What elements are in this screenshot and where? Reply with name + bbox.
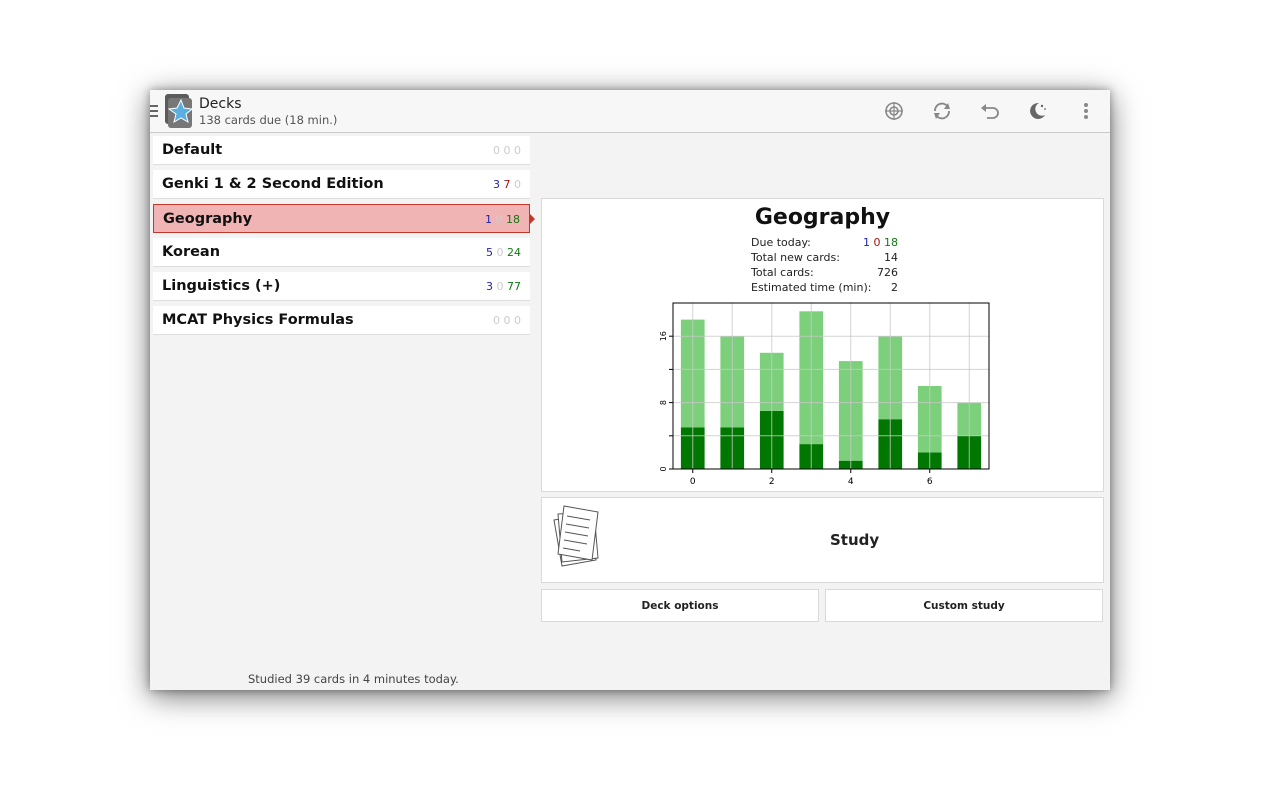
due-review-count: 18	[884, 236, 898, 249]
new-count: 5	[486, 246, 493, 259]
due-today-row: Due today: 1 0 18	[751, 236, 898, 251]
deck-stats: Due today: 1 0 18 Total new cards: 14 To…	[751, 236, 898, 296]
deck-row[interactable]: Geography 1 0 18	[153, 204, 535, 233]
custom-study-button[interactable]: Custom study	[825, 589, 1103, 622]
deck-overview-panel: Geography Due today: 1 0 18 Total new ca…	[541, 198, 1104, 492]
deck-list: Default 0 0 0 Genki 1 & 2 Second Edition 3 …	[153, 136, 535, 340]
deck-counts: 0 0 0	[493, 144, 521, 157]
new-count: 3	[493, 178, 500, 191]
review-count: 77	[507, 280, 521, 293]
chart-frame	[672, 302, 990, 470]
review-count: 18	[506, 213, 520, 226]
deck-counts: 3 7 0	[493, 178, 521, 191]
chart-x-tick-label: 2	[769, 477, 775, 487]
deck-counts: 5 0 24	[486, 246, 521, 259]
deck-row[interactable]: Default 0 0 0	[153, 136, 530, 165]
chart-x-tick-label: 6	[927, 477, 933, 487]
navigation-drawer-icon[interactable]	[150, 105, 158, 117]
new-count: 1	[485, 213, 492, 226]
deck-counts: 1 0 18	[485, 213, 520, 226]
night-mode-icon[interactable]	[1024, 98, 1050, 124]
deck-name: Geography	[163, 211, 253, 227]
review-count: 0	[514, 144, 521, 157]
review-count: 0	[514, 178, 521, 191]
est-time-row: Estimated time (min): 2	[751, 281, 898, 296]
study-button[interactable]: Study	[541, 497, 1104, 583]
sync-icon[interactable]	[881, 98, 907, 124]
chart-y-tick-label: 8	[659, 400, 668, 405]
deck-row[interactable]: Korean 5 0 24	[153, 238, 530, 267]
chart-x-tick-label: 4	[848, 477, 854, 487]
deck-name: Linguistics (+)	[162, 278, 281, 294]
due-today-label: Due today:	[751, 236, 811, 249]
study-label: Study	[830, 531, 880, 549]
chart-y-tick-label: 16	[659, 331, 668, 341]
learn-count: 0	[495, 213, 503, 226]
deck-row[interactable]: Linguistics (+) 3 0 77	[153, 272, 530, 301]
action-bar: Decks 138 cards due (18 min.)	[150, 90, 1110, 133]
due-today-counts: 1 0 18	[863, 236, 898, 249]
overflow-menu-icon[interactable]	[1073, 98, 1099, 124]
review-count: 24	[507, 246, 521, 259]
total-cards-value: 726	[877, 266, 898, 279]
new-count: 0	[493, 144, 500, 157]
est-time-value: 2	[891, 281, 898, 294]
due-new-count: 1	[863, 236, 870, 249]
cards-stack-icon	[553, 505, 599, 567]
app-window: Decks 138 cards due (18 min.)	[150, 90, 1110, 690]
deck-options-button[interactable]: Deck options	[541, 589, 819, 622]
refresh-icon[interactable]	[929, 98, 955, 124]
chart-x-tick-label: 0	[690, 477, 696, 487]
total-new-row: Total new cards: 14	[751, 251, 898, 266]
deck-overview-title: Geography	[754, 205, 891, 230]
est-time-label: Estimated time (min):	[751, 281, 872, 294]
review-count: 0	[514, 314, 521, 327]
learn-count: 0	[503, 144, 511, 157]
deck-row[interactable]: Genki 1 & 2 Second Edition 3 7 0	[153, 170, 530, 199]
learn-count: 7	[503, 178, 511, 191]
learn-count: 0	[503, 314, 511, 327]
new-count: 0	[493, 314, 500, 327]
due-learn-count: 0	[873, 236, 881, 249]
deck-row[interactable]: MCAT Physics Formulas 0 0 0	[153, 306, 530, 335]
selection-arrow-icon	[530, 214, 535, 224]
undo-icon[interactable]	[977, 98, 1003, 124]
studied-summary: Studied 39 cards in 4 minutes today.	[248, 672, 459, 686]
new-count: 3	[486, 280, 493, 293]
deck-name: Default	[162, 142, 223, 158]
total-cards-row: Total cards: 726	[751, 266, 898, 281]
learn-count: 0	[496, 280, 504, 293]
deck-name: Korean	[162, 244, 221, 260]
app-logo-icon[interactable]	[165, 94, 193, 128]
chart-y-tick-label: 0	[659, 466, 668, 471]
deck-name: Genki 1 & 2 Second Edition	[162, 176, 384, 192]
due-forecast-chart: 0 2 4 6 0 8 16	[659, 302, 990, 487]
deck-counts: 0 0 0	[493, 314, 521, 327]
learn-count: 0	[496, 246, 504, 259]
total-cards-label: Total cards:	[751, 266, 814, 279]
page-title: Decks	[199, 96, 242, 112]
due-summary: 138 cards due (18 min.)	[199, 113, 338, 127]
deck-name: MCAT Physics Formulas	[162, 312, 354, 328]
total-new-label: Total new cards:	[751, 251, 840, 264]
deck-counts: 3 0 77	[486, 280, 521, 293]
total-new-value: 14	[884, 251, 898, 264]
